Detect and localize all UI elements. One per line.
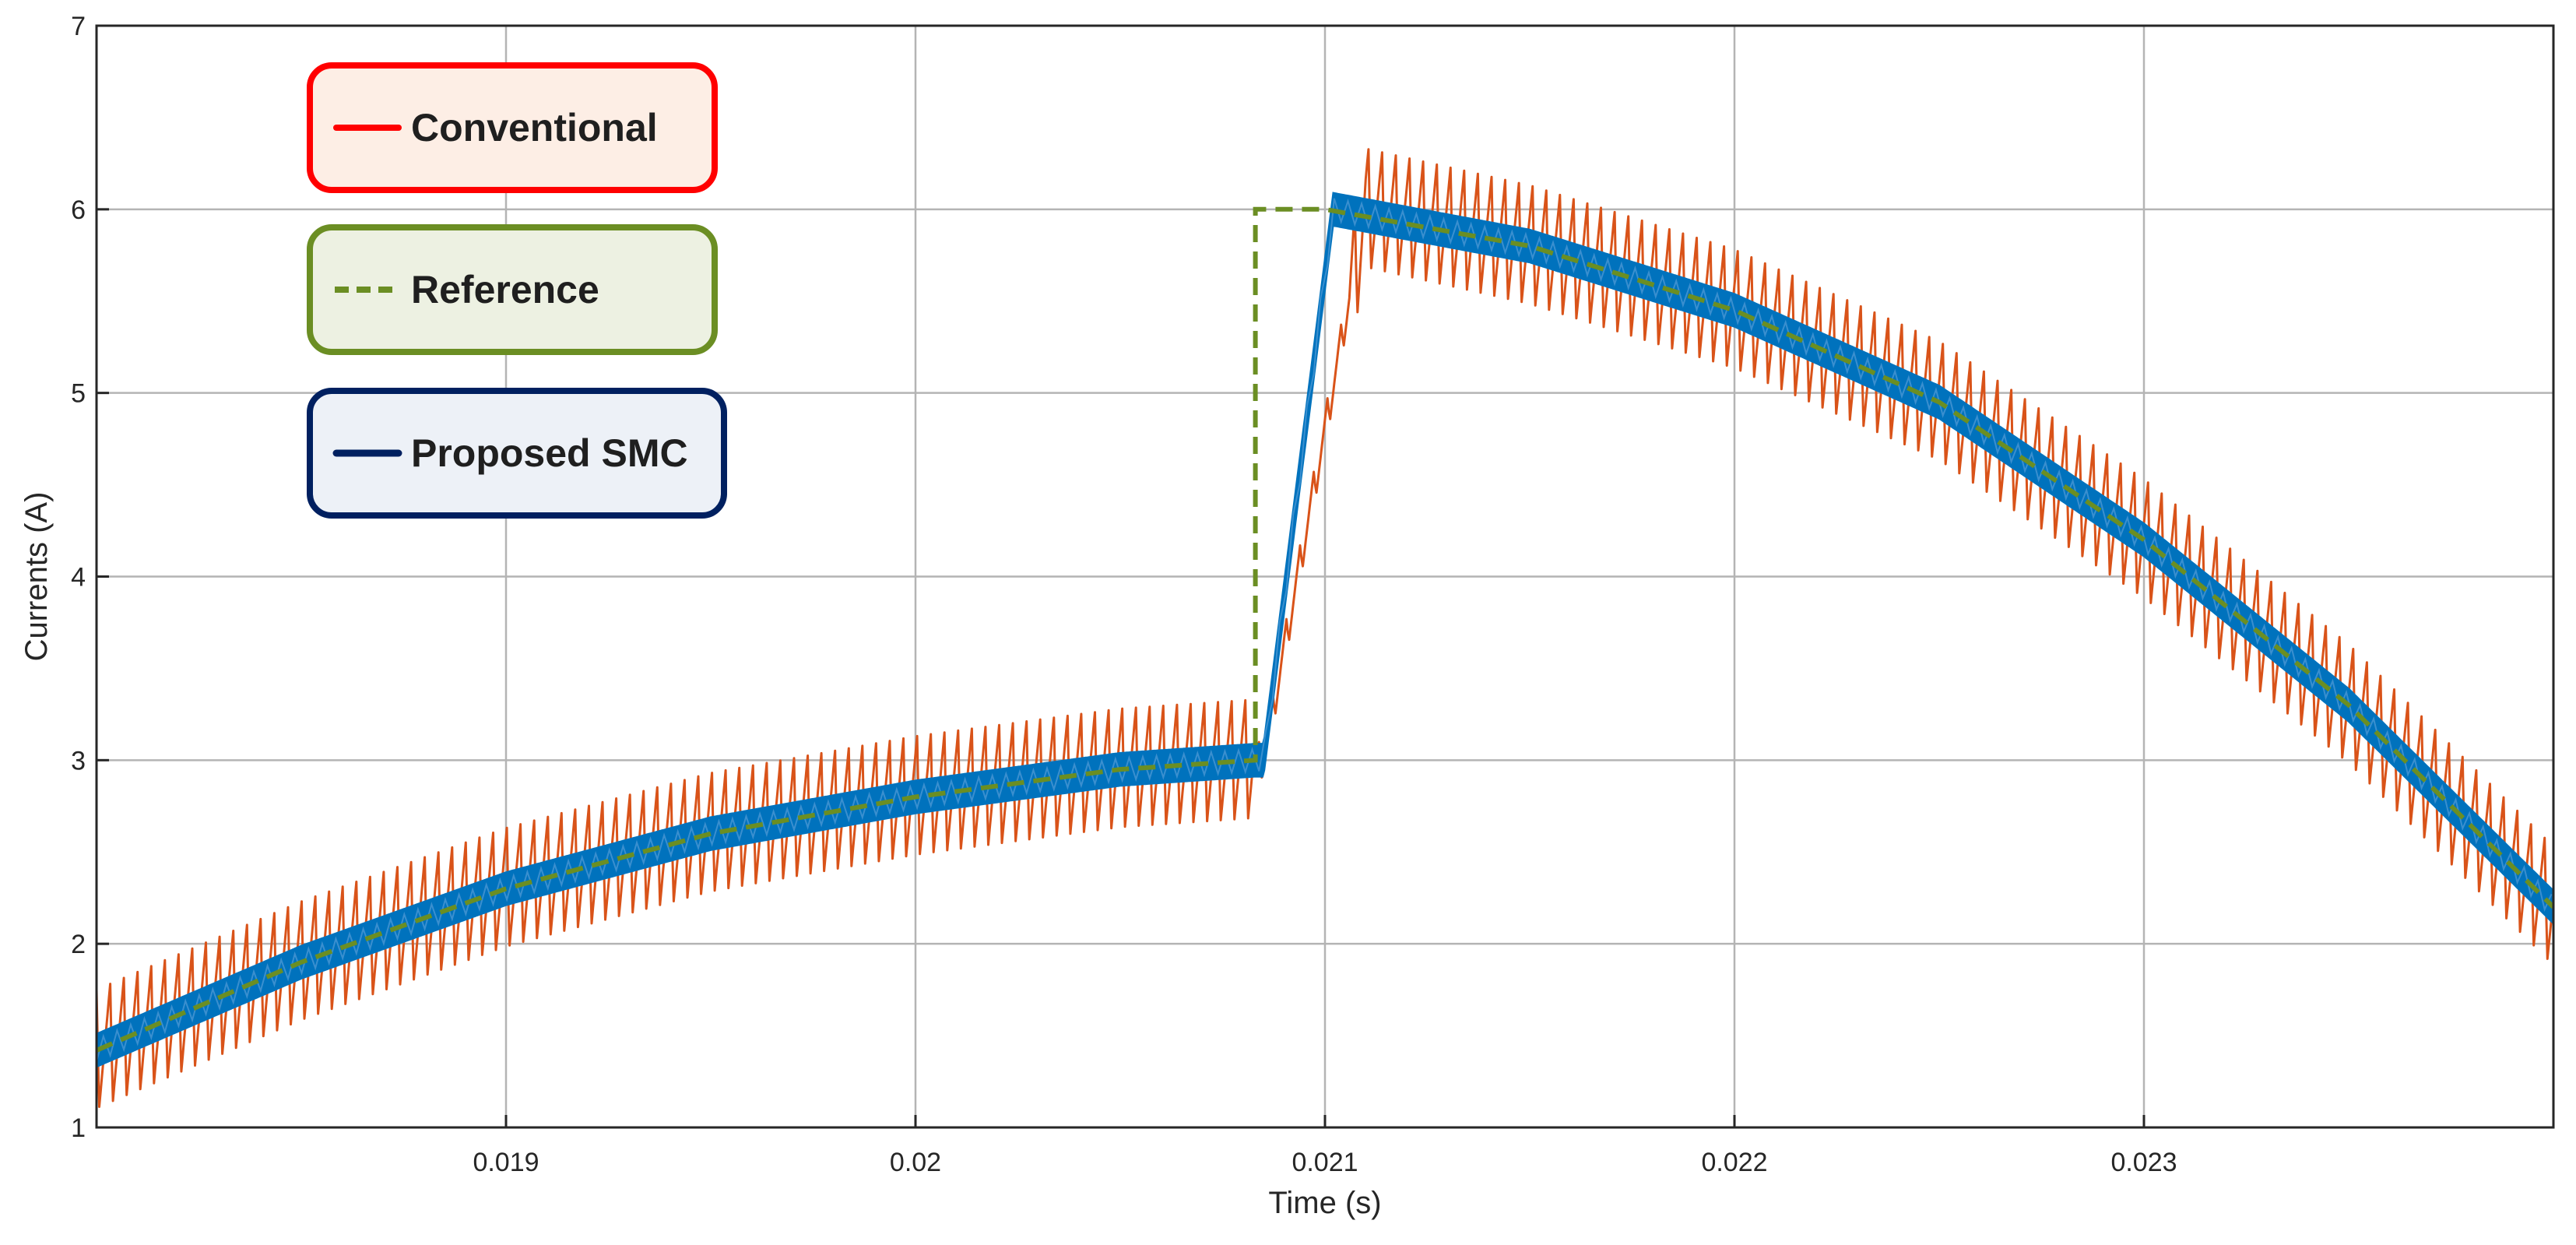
y-tick-label: 4 xyxy=(71,563,86,593)
legend-item: Reference xyxy=(307,224,718,355)
y-tick-label: 7 xyxy=(71,12,86,41)
y-axis-label: Currents (A) xyxy=(19,492,54,662)
y-tick-label: 5 xyxy=(71,379,86,409)
legend-item: Conventional xyxy=(307,62,718,193)
x-tick-label: 0.021 xyxy=(1292,1148,1358,1177)
legend-box xyxy=(307,62,718,193)
y-tick-label: 3 xyxy=(71,746,86,775)
x-tick-label: 0.023 xyxy=(2110,1148,2177,1177)
series-proposed-smc-ripple xyxy=(97,198,2553,1062)
legend-label: Reference xyxy=(411,268,599,311)
x-tick-label: 0.02 xyxy=(890,1148,941,1177)
series-reference xyxy=(97,206,2553,1053)
y-tick-label: 2 xyxy=(71,930,86,959)
x-axis-label: Time (s) xyxy=(1268,1186,1381,1220)
legend-box xyxy=(307,224,718,355)
x-axis-ticks: 0.019 0.02 0.021 0.022 0.023 xyxy=(473,1115,2177,1177)
y-tick-label: 6 xyxy=(71,195,86,225)
grid xyxy=(97,26,2553,1127)
x-tick-label: 0.019 xyxy=(473,1148,539,1177)
y-axis-ticks: 1 2 3 4 5 6 7 xyxy=(71,12,109,1143)
x-tick-label: 0.022 xyxy=(1701,1148,1767,1177)
legend: Conventional Reference Proposed SMC xyxy=(307,62,727,519)
legend-item: Proposed SMC xyxy=(307,388,727,519)
plot-series xyxy=(97,148,2553,1108)
legend-label: Conventional xyxy=(411,106,658,149)
legend-box xyxy=(307,388,727,519)
legend-label: Proposed SMC xyxy=(411,431,688,475)
series-proposed-smc xyxy=(97,192,2553,1068)
y-tick-label: 1 xyxy=(71,1113,86,1143)
